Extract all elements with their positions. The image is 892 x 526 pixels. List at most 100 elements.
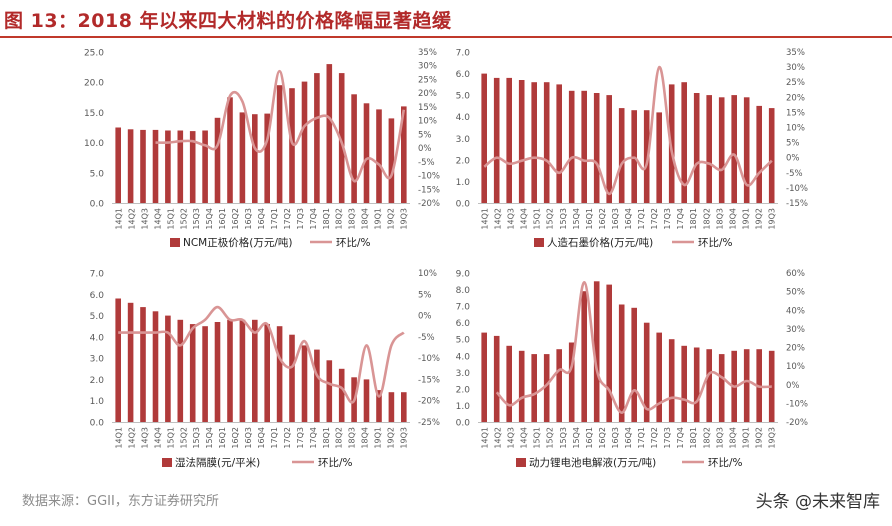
- x-tick-label: 18Q3: [348, 208, 357, 230]
- x-tick-label: 18Q2: [335, 427, 344, 449]
- right-tick-label: -20%: [786, 418, 808, 428]
- x-tick-label: 19Q1: [374, 208, 383, 230]
- bar: [264, 113, 270, 203]
- right-tick-label: 5%: [786, 139, 800, 149]
- left-tick-label: 4.0: [90, 333, 105, 343]
- x-tick-label: 18Q1: [322, 208, 331, 230]
- x-tick-label: 16Q1: [585, 208, 594, 230]
- bar: [606, 284, 612, 422]
- bar: [227, 319, 233, 422]
- bar: [681, 345, 687, 422]
- bar: [165, 130, 171, 203]
- x-tick-label: 14Q1: [481, 427, 490, 449]
- bar: [152, 129, 159, 203]
- bar: [252, 114, 258, 203]
- bar: [581, 291, 587, 422]
- bar: [401, 392, 407, 422]
- x-tick-label: 17Q4: [676, 208, 685, 230]
- x-tick-label: 16Q1: [218, 427, 227, 449]
- x-tick-label: 14Q4: [520, 208, 529, 230]
- bar: [606, 95, 612, 203]
- left-tick-label: 9.0: [456, 270, 471, 280]
- x-tick-label: 14Q3: [507, 427, 516, 449]
- legend-line-label: 环比/%: [698, 236, 733, 249]
- bar: [363, 103, 370, 203]
- x-tick-label: 15Q2: [179, 208, 188, 230]
- legend-bar-swatch: [162, 458, 172, 467]
- left-tick-label: 1.0: [456, 178, 471, 188]
- left-tick-label: 6.0: [90, 291, 105, 301]
- bar: [252, 319, 258, 422]
- bar: [618, 304, 625, 422]
- bar: [718, 354, 725, 422]
- bar: [127, 302, 134, 422]
- x-tick-label: 16Q1: [218, 208, 227, 230]
- x-tick-label: 19Q2: [387, 427, 396, 449]
- x-tick-label: 19Q3: [767, 208, 776, 230]
- bar: [493, 77, 500, 203]
- right-tick-label: 35%: [786, 48, 805, 58]
- bar: [631, 307, 637, 422]
- x-tick-label: 17Q1: [637, 208, 646, 230]
- bar: [239, 319, 246, 422]
- x-tick-label: 17Q4: [676, 427, 685, 449]
- bar: [531, 354, 537, 422]
- x-tick-label: 19Q2: [754, 427, 763, 449]
- bar: [768, 108, 775, 203]
- bar: [481, 73, 487, 203]
- bar: [301, 81, 308, 203]
- x-tick-label: 15Q4: [205, 208, 214, 230]
- right-tick-label: -20%: [418, 199, 440, 209]
- bar: [338, 368, 345, 422]
- x-tick-label: 16Q1: [585, 427, 594, 449]
- x-tick-label: 15Q4: [572, 208, 581, 230]
- bar: [518, 80, 525, 203]
- left-tick-label: 1.0: [90, 397, 105, 407]
- bar: [643, 110, 650, 203]
- right-tick-label: -15%: [418, 375, 440, 385]
- bar: [756, 105, 762, 203]
- x-tick-label: 17Q3: [296, 427, 305, 449]
- bar: [115, 298, 121, 422]
- right-tick-label: 10%: [786, 362, 805, 372]
- right-tick-label: 0%: [786, 381, 800, 391]
- right-tick-label: 5%: [418, 290, 432, 300]
- right-tick-label: 25%: [418, 75, 437, 85]
- right-tick-label: 15%: [786, 108, 805, 118]
- legend-bar-label: NCM正极价格(万元/吨): [183, 236, 292, 249]
- x-tick-label: 16Q4: [257, 208, 266, 230]
- right-tick-label: 30%: [418, 62, 437, 72]
- bar: [314, 73, 320, 203]
- right-tick-label: 20%: [418, 89, 437, 99]
- x-tick-label: 17Q3: [663, 427, 672, 449]
- x-tick-label: 18Q1: [322, 427, 331, 449]
- right-tick-label: 20%: [786, 93, 805, 103]
- x-tick-label: 16Q3: [244, 208, 253, 230]
- left-tick-label: 0.0: [90, 200, 105, 210]
- x-tick-label: 17Q3: [663, 208, 672, 230]
- x-tick-label: 15Q1: [533, 427, 542, 449]
- x-tick-label: 18Q4: [728, 427, 737, 449]
- bar: [668, 339, 675, 422]
- x-tick-label: 16Q2: [231, 427, 240, 449]
- x-tick-label: 19Q1: [741, 208, 750, 230]
- bar: [177, 130, 184, 203]
- legend-bar-label: 动力锂电池电解液(万元/吨): [529, 456, 656, 469]
- left-tick-label: 2.0: [90, 376, 105, 386]
- bar: [581, 90, 587, 203]
- x-tick-label: 17Q2: [650, 427, 659, 449]
- bar: [227, 97, 233, 203]
- left-tick-label: 3.0: [90, 355, 105, 365]
- bar: [165, 315, 171, 422]
- x-tick-label: 18Q2: [335, 208, 344, 230]
- legend-bar-swatch: [534, 238, 544, 247]
- bar: [276, 85, 283, 203]
- x-tick-label: 17Q4: [309, 427, 318, 449]
- x-tick-label: 17Q4: [309, 208, 318, 230]
- legend-bar-label: 人造石墨价格(万元/吨): [547, 236, 653, 249]
- x-tick-label: 16Q4: [624, 208, 633, 230]
- x-tick-label: 15Q4: [205, 427, 214, 449]
- bar: [202, 326, 208, 422]
- right-tick-label: 60%: [786, 269, 805, 279]
- x-tick-label: 14Q2: [127, 427, 136, 449]
